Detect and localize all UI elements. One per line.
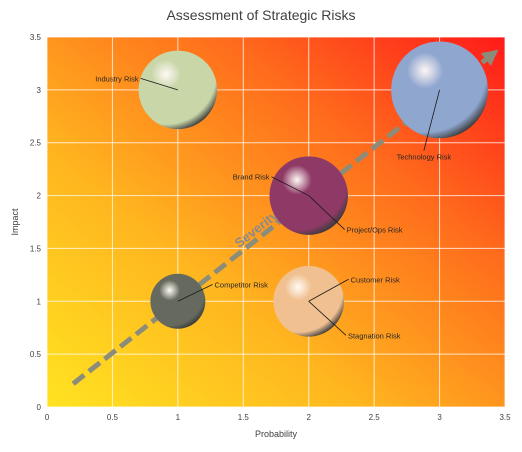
y-tick-label: 0 [37,403,42,412]
x-tick-label: 3 [437,413,442,422]
bubble-label: Technology Risk [397,153,452,162]
y-tick-label: 3 [37,86,42,95]
y-tick-label: 0.5 [30,350,42,359]
bubble [138,50,218,130]
bubble-label: Project/Ops Risk [347,226,403,235]
x-tick-label: 2 [306,413,311,422]
y-tick-label: 1.5 [30,244,42,253]
x-axis-ticks: 0 0.5 1 1.5 2 2.5 3 3.5 [45,413,511,422]
leader-line [271,176,309,196]
leader-line [177,284,213,302]
x-tick-label: 0 [45,413,50,422]
x-tick-label: 1.5 [238,413,250,422]
x-tick-label: 3.5 [499,413,511,422]
leader-line [140,78,178,91]
y-tick-label: 3.5 [30,33,42,42]
leader-line [308,195,345,230]
x-tick-label: 0.5 [107,413,119,422]
bubble [391,41,488,139]
leader-line [308,278,349,302]
bubble-label: Brand Risk [233,173,270,182]
y-axis-label: Impact [10,208,20,236]
y-tick-label: 2 [37,192,42,201]
bubble-label: Stagnation Risk [348,331,401,340]
severity-arrow-head [480,49,499,66]
bubble-label: Industry Risk [95,74,139,83]
leader-line [308,300,347,336]
y-tick-label: 2.5 [30,139,42,148]
bubble-labels: Industry Risk Technology Risk Brand Risk Pr… [95,74,451,340]
bubble-label: Customer Risk [351,275,400,284]
bubble-label: Competitor Risk [214,281,268,290]
chart-title: Assessment of Strategic Risks [166,7,355,23]
x-tick-label: 1 [176,413,181,422]
leader-line [423,89,440,151]
x-tick-label: 2.5 [369,413,381,422]
x-axis-label: Probability [255,429,298,439]
y-tick-label: 1 [37,297,42,306]
y-axis-ticks: 0 0.5 1 1.5 2 2.5 3 3.5 [30,33,42,412]
